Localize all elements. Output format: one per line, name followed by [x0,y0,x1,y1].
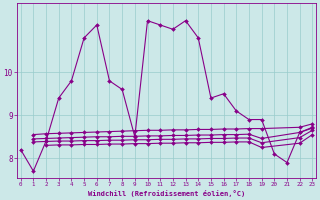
X-axis label: Windchill (Refroidissement éolien,°C): Windchill (Refroidissement éolien,°C) [88,190,245,197]
